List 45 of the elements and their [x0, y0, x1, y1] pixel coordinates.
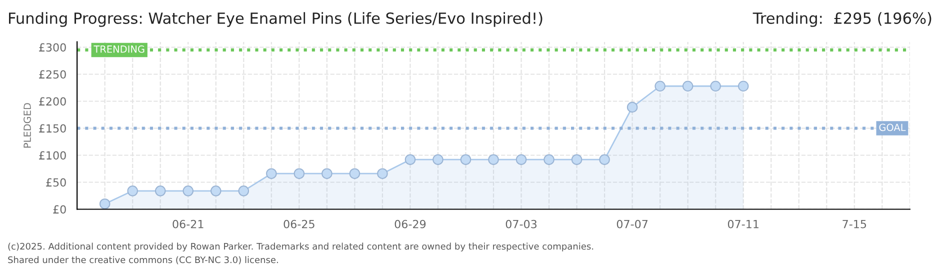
text: (c)2025. Additional content provided by Rowan Parker. Trademarks and related content are owned by their respective companies. — [8, 242, 594, 252]
y-tick-label: £50 — [46, 178, 66, 187]
x-tick-label: 06-21 — [172, 220, 204, 228]
x-tick-label: 07-03 — [506, 220, 537, 228]
point — [654, 80, 666, 92]
chart-title: Funding Progress: Watcher Eye Enamel Pins (Life Series/Evo Inspired!) — [9, 12, 542, 27]
x-tick-label: 06-29 — [394, 220, 426, 228]
y-tick-label: £200 — [39, 97, 66, 106]
text: Trending: £295 (196%) — [752, 12, 932, 27]
point — [182, 186, 194, 196]
y-axis-title: PLEDGED — [24, 103, 31, 148]
point — [154, 186, 166, 196]
ref-line-label: GOAL — [879, 124, 906, 132]
point — [488, 154, 499, 165]
point — [266, 168, 277, 179]
point — [738, 80, 749, 92]
x-tick-label: 07-07 — [616, 220, 648, 228]
point — [349, 168, 360, 179]
point — [404, 154, 416, 165]
point — [377, 168, 388, 179]
point — [516, 154, 527, 165]
point — [127, 186, 138, 196]
y-tick-label: £250 — [39, 70, 66, 79]
y-tick-label: £150 — [39, 124, 66, 133]
y-tick-label: £0 — [53, 205, 66, 214]
text: Shared under the creative commons (CC BY-NC 3.0) license. — [8, 256, 278, 264]
x-tick-label: 07-11 — [728, 220, 758, 228]
point — [99, 198, 110, 210]
ref-line-label: TRENDING — [94, 45, 144, 53]
point — [210, 186, 222, 196]
point — [599, 154, 610, 165]
y-tick-label: £300 — [39, 43, 66, 52]
point — [238, 186, 250, 196]
point — [544, 154, 554, 165]
point — [294, 168, 305, 179]
point — [571, 154, 582, 165]
x-tick-label: 7-15 — [842, 220, 866, 228]
point — [322, 168, 332, 179]
point — [710, 80, 721, 92]
y-tick-label: £100 — [39, 151, 66, 160]
point — [626, 102, 638, 113]
x-tick-label: 06-25 — [284, 220, 314, 228]
point — [432, 154, 444, 165]
point — [682, 80, 694, 92]
point — [460, 154, 472, 165]
